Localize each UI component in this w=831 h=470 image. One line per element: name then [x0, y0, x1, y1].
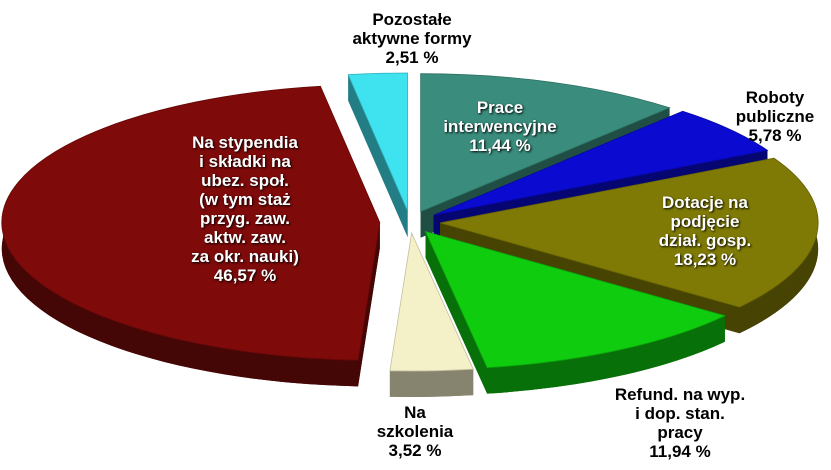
slice: [424, 230, 727, 369]
category-label: Na stypendia i składki na ubez. społ. (w…: [191, 133, 299, 266]
slice-label: Refund. na wyp. i dop. stan. pracy 11,94 …: [615, 385, 745, 461]
slice-rim: [389, 369, 474, 398]
slice-label: Na szkolenia 3,52 %: [377, 403, 454, 460]
slice: [440, 157, 819, 308]
slice-label: Na stypendia i składki na ubez. społ. (w…: [191, 133, 299, 285]
value-label: 5,78 %: [748, 126, 802, 145]
slice: [347, 72, 409, 212]
category-label: Prace interwencyjne: [443, 98, 557, 136]
slice-edge: [425, 231, 488, 394]
category-label: Pozostałe aktywne formy: [352, 10, 472, 48]
value-label: 3,52 %: [388, 441, 442, 460]
value-label: 46,57 %: [213, 266, 277, 285]
category-label: Refund. na wyp. i dop. stan. pracy: [614, 385, 746, 442]
category-label: Dotacje na podjęcie dział. gosp.: [658, 193, 752, 250]
slice-label: Dotacje na podjęcie dział. gosp. 18,23 %: [659, 193, 752, 269]
slice: [420, 73, 671, 213]
slice-edge: [348, 74, 408, 237]
slice-label: Roboty publiczne 5,78 %: [736, 88, 814, 145]
slice-label: Pozostałe aktywne formy 2,51 %: [352, 10, 471, 67]
category-label: Roboty publiczne: [735, 88, 815, 126]
value-label: 11,44 %: [469, 136, 531, 155]
slice: [1, 85, 381, 361]
value-label: 11,94 %: [649, 442, 711, 461]
slice-rim: [487, 315, 725, 394]
value-label: 18,23 %: [673, 250, 737, 269]
value-label: 2,51 %: [385, 48, 439, 67]
slice-edge: [358, 222, 380, 387]
slice: [433, 110, 769, 216]
slice: [389, 231, 474, 372]
slice-label: Prace interwencyjne 11,44 %: [443, 98, 556, 155]
category-label: Na szkolenia: [376, 403, 454, 441]
